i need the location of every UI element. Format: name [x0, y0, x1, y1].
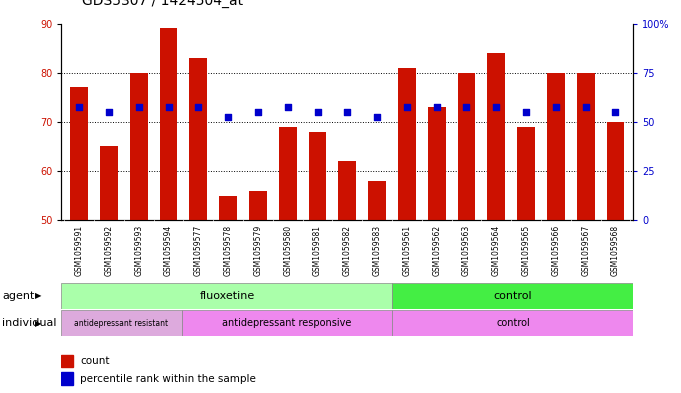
- Point: [550, 104, 561, 110]
- Bar: [308, 132, 326, 220]
- Bar: [607, 122, 624, 220]
- Text: GSM1059566: GSM1059566: [552, 225, 560, 276]
- Text: ▶: ▶: [35, 319, 42, 328]
- Text: GSM1059577: GSM1059577: [194, 225, 203, 276]
- Bar: [130, 73, 148, 220]
- Text: individual: individual: [2, 318, 57, 328]
- Bar: [159, 29, 178, 220]
- Point: [223, 114, 234, 120]
- Text: GSM1059561: GSM1059561: [402, 225, 411, 276]
- Bar: [61, 310, 182, 336]
- Bar: [189, 58, 207, 220]
- Text: GSM1059581: GSM1059581: [313, 225, 322, 276]
- Bar: [219, 195, 237, 220]
- Text: GSM1059591: GSM1059591: [75, 225, 84, 276]
- Text: control: control: [496, 318, 530, 328]
- Bar: [279, 127, 297, 220]
- Text: fluoxetine: fluoxetine: [200, 291, 255, 301]
- Point: [163, 104, 174, 110]
- Text: agent: agent: [2, 291, 35, 301]
- Point: [402, 104, 413, 110]
- Text: GSM1059578: GSM1059578: [223, 225, 233, 276]
- Point: [610, 109, 621, 115]
- Text: GSM1059567: GSM1059567: [581, 225, 590, 276]
- Point: [372, 114, 383, 120]
- Bar: [428, 107, 445, 220]
- Text: GSM1059583: GSM1059583: [373, 225, 381, 276]
- Bar: [70, 87, 88, 220]
- Bar: [368, 181, 386, 220]
- Text: percentile rank within the sample: percentile rank within the sample: [80, 374, 256, 384]
- Text: GSM1059579: GSM1059579: [253, 225, 262, 276]
- Bar: [338, 161, 356, 220]
- Point: [312, 109, 323, 115]
- Point: [580, 104, 591, 110]
- Text: GSM1059582: GSM1059582: [343, 225, 352, 276]
- Bar: [547, 73, 565, 220]
- Point: [74, 104, 84, 110]
- Bar: [61, 283, 392, 309]
- Bar: [249, 191, 267, 220]
- Bar: [392, 283, 633, 309]
- Bar: [517, 127, 535, 220]
- Point: [342, 109, 353, 115]
- Bar: [100, 146, 118, 220]
- Point: [193, 104, 204, 110]
- Bar: [61, 354, 73, 367]
- Text: antidepressant resistant: antidepressant resistant: [74, 319, 169, 328]
- Bar: [182, 310, 392, 336]
- Text: count: count: [80, 356, 110, 366]
- Text: GSM1059580: GSM1059580: [283, 225, 292, 276]
- Point: [461, 104, 472, 110]
- Point: [431, 104, 442, 110]
- Text: GDS5307 / 1424504_at: GDS5307 / 1424504_at: [82, 0, 243, 8]
- Point: [133, 104, 144, 110]
- Bar: [392, 310, 633, 336]
- Text: GSM1059565: GSM1059565: [522, 225, 530, 276]
- Text: control: control: [494, 291, 533, 301]
- Bar: [398, 68, 416, 220]
- Text: GSM1059594: GSM1059594: [164, 225, 173, 276]
- Text: GSM1059564: GSM1059564: [492, 225, 501, 276]
- Text: antidepressant responsive: antidepressant responsive: [223, 318, 352, 328]
- Bar: [61, 373, 73, 385]
- Text: GSM1059593: GSM1059593: [134, 225, 143, 276]
- Point: [491, 104, 502, 110]
- Point: [253, 109, 264, 115]
- Point: [282, 104, 293, 110]
- Text: GSM1059563: GSM1059563: [462, 225, 471, 276]
- Bar: [488, 53, 505, 220]
- Text: GSM1059568: GSM1059568: [611, 225, 620, 276]
- Point: [104, 109, 114, 115]
- Bar: [577, 73, 595, 220]
- Text: GSM1059562: GSM1059562: [432, 225, 441, 276]
- Text: ▶: ▶: [35, 291, 42, 300]
- Point: [520, 109, 531, 115]
- Bar: [458, 73, 475, 220]
- Text: GSM1059592: GSM1059592: [104, 225, 114, 276]
